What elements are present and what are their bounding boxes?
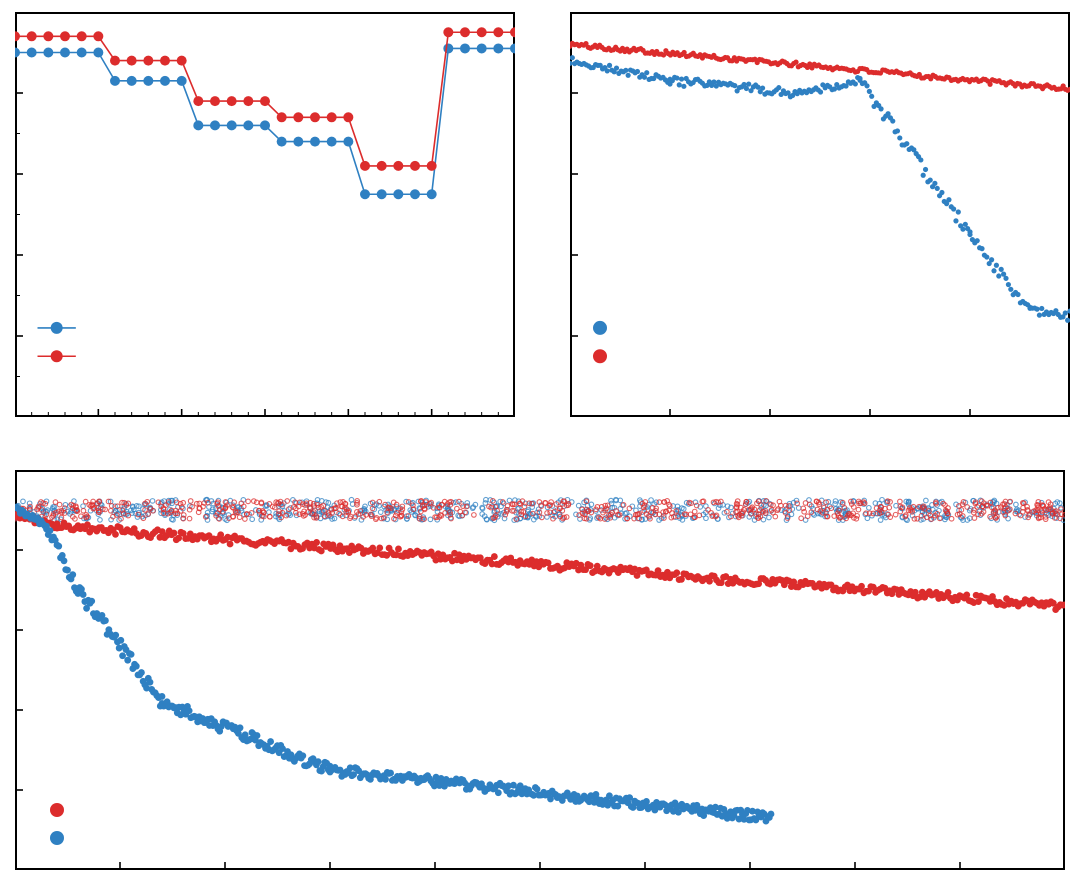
series-red-marker	[127, 56, 137, 66]
legend-red	[38, 350, 76, 362]
series-red-marker	[43, 31, 53, 41]
legend-blue	[593, 321, 607, 335]
series-blue-marker	[60, 48, 70, 58]
series-blue-marker	[510, 43, 515, 53]
series-blue-marker	[443, 43, 453, 53]
series-red-marker	[160, 56, 170, 66]
series-blue-marker	[427, 189, 437, 199]
series-blue-marker	[27, 48, 37, 58]
series-red-marker	[77, 31, 87, 41]
series-blue-marker	[310, 137, 320, 147]
series-blue-marker	[110, 76, 120, 86]
series-blue-marker	[177, 76, 187, 86]
series-red-marker	[410, 161, 420, 171]
series-red-marker	[93, 31, 103, 41]
panel-b-chart	[570, 12, 1070, 417]
series-blue-marker	[477, 43, 487, 53]
series-red-marker	[343, 112, 353, 122]
series-red-marker	[143, 56, 153, 66]
series-blue-marker	[43, 48, 53, 58]
series-blue-marker	[460, 43, 470, 53]
series-blue-marker	[293, 137, 303, 147]
series-blue-marker	[243, 120, 253, 130]
series-red-marker	[15, 31, 20, 41]
series-blue-marker	[377, 189, 387, 199]
legend-blue	[50, 831, 64, 845]
series-red-marker	[493, 27, 503, 37]
series-red-marker	[443, 27, 453, 37]
series-red-marker	[377, 161, 387, 171]
legend-red	[593, 349, 607, 363]
series-red-marker	[460, 27, 470, 37]
series-red-marker	[227, 96, 237, 106]
series-red-marker	[193, 96, 203, 106]
series-blue-marker	[127, 76, 137, 86]
series-blue-marker	[493, 43, 503, 53]
series-blue-marker	[160, 76, 170, 86]
series-red-marker	[243, 96, 253, 106]
series-blue-marker	[210, 120, 220, 130]
figure	[0, 0, 1080, 875]
panel-b	[570, 12, 1070, 417]
series-blue-marker	[227, 120, 237, 130]
series-blue-marker	[93, 48, 103, 58]
series-red-marker	[477, 27, 487, 37]
series-red-marker	[277, 112, 287, 122]
series-red-marker	[360, 161, 370, 171]
series-red-marker	[60, 31, 70, 41]
series-red-marker	[427, 161, 437, 171]
series-blue-marker	[15, 48, 20, 58]
series-red-marker	[210, 96, 220, 106]
series-red-marker	[110, 56, 120, 66]
legend-blue	[38, 322, 76, 334]
series-blue-marker	[260, 120, 270, 130]
series-blue-marker	[193, 120, 203, 130]
series-blue-marker	[327, 137, 337, 147]
legend-red	[50, 803, 64, 817]
series-red-marker	[310, 112, 320, 122]
panel-a	[15, 12, 515, 417]
series-red	[15, 511, 1065, 613]
series-red-marker	[393, 161, 403, 171]
panel-c	[15, 470, 1065, 870]
series-blue-marker	[77, 48, 87, 58]
series-blue-marker	[393, 189, 403, 199]
panel-c-chart	[15, 470, 1065, 870]
series-blue-marker	[277, 137, 287, 147]
series-red-marker	[293, 112, 303, 122]
panel-a-chart	[15, 12, 515, 417]
series-red	[570, 41, 1070, 93]
series-blue	[570, 55, 1070, 323]
series-red-marker	[177, 56, 187, 66]
series-red-marker	[327, 112, 337, 122]
series-red-marker	[510, 27, 515, 37]
series-red-marker	[27, 31, 37, 41]
series-red-marker	[260, 96, 270, 106]
series-blue-marker	[410, 189, 420, 199]
series-blue-marker	[343, 137, 353, 147]
series-blue-marker	[360, 189, 370, 199]
series-blue-marker	[143, 76, 153, 86]
